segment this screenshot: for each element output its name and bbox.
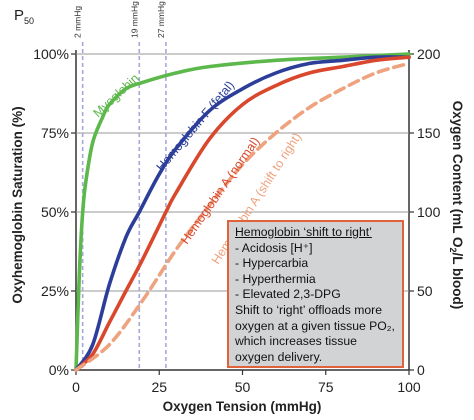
series-line-3 [74,61,411,372]
series-line-0 [74,52,411,372]
p50-label: P50 [14,7,34,26]
y2-tick-label: 100 [417,204,441,220]
p50-marker-label: 27 mmHg [156,1,166,38]
y-tick-label: 0% [49,362,69,378]
p50-marker-label: 19 mmHg [129,1,139,38]
y-axis-left-title: Oxyhemoglobin Saturation (%) [10,106,25,303]
note-item: - Elevated 2,3-DPG [235,287,341,302]
y-tick-label: 25% [41,283,69,299]
series-line-1 [74,55,411,372]
note-title: Hemoglobin ‘shift to right’ [235,225,372,239]
p50-marker-label: 2 mmHg [73,6,83,38]
note-item: - Hyperthermia [235,271,316,286]
x-tick-label: 75 [318,379,334,395]
y-tick-label: 50% [41,204,69,220]
y2-tick-label: 50 [417,283,433,299]
x-tick-label: 25 [151,379,167,395]
y2-tick-label: 200 [417,46,441,62]
note-list: - Acidosis [H⁺] - Hypercarbia - Hyperthe… [235,241,396,303]
x-tick-label: 50 [235,379,251,395]
curve-label-myoglobin: Myoglobin [90,71,141,120]
series-line-2 [74,55,411,372]
shift-to-right-note: Hemoglobin ‘shift to right’ - Acidosis [… [227,220,404,368]
note-item: - Acidosis [H⁺] [235,240,313,255]
x-tick-label: 0 [72,379,80,395]
series-lines [74,52,411,372]
y-axis-right-title: Oxygen Content (mL O2/L blood) [448,101,465,310]
y2-tick-label: 150 [417,125,441,141]
y-tick-label: 75% [41,125,69,141]
note-text: Shift to ‘right’ offloads more oxygen at… [235,302,395,364]
note-item: - Hypercarbia [235,256,309,271]
x-tick-label: 100 [397,379,421,395]
y2-tick-label: 0 [417,362,425,378]
x-axis-title: Oxygen Tension (mmHg) [163,399,322,414]
y-tick-label: 100% [33,46,69,62]
